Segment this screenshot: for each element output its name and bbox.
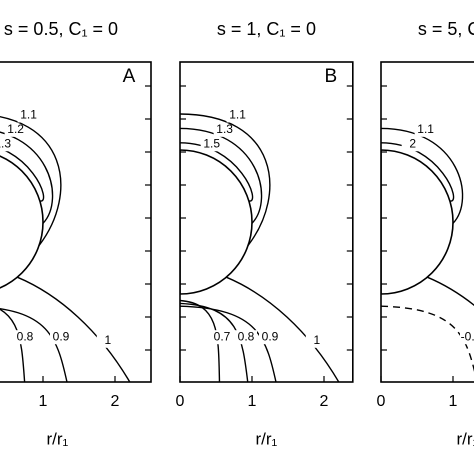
label-bg xyxy=(17,108,40,123)
contour-label: 0.8 xyxy=(238,329,255,343)
frame xyxy=(179,61,354,383)
contour-line xyxy=(180,113,271,246)
x-tick-label: 2 xyxy=(111,393,120,410)
contour-line xyxy=(381,127,464,224)
label-bg xyxy=(200,137,223,152)
panel-title: s = 5, C₁ = 0 xyxy=(418,19,474,39)
label-bg xyxy=(0,137,14,152)
x-tick-label: 0 xyxy=(176,393,185,410)
label-bg xyxy=(235,330,257,345)
x-tick-label: 0 xyxy=(377,393,386,410)
frame xyxy=(0,61,152,383)
panel-letter: B xyxy=(324,66,337,87)
contour-label: 1 xyxy=(313,333,320,347)
frame xyxy=(380,61,474,383)
contour-label: 2 xyxy=(409,136,416,150)
contour-label: -0.5 xyxy=(461,329,474,343)
x-axis-label: r/r₁ xyxy=(457,429,474,448)
label-bg xyxy=(414,122,437,137)
contour-label: 0.9 xyxy=(53,329,70,343)
contour-line xyxy=(427,276,474,307)
sphere xyxy=(0,155,44,289)
contour-line xyxy=(180,299,221,382)
plot-area: 1.31.21.1 1 0.9 0.8 xyxy=(0,108,131,382)
contour-line xyxy=(381,142,455,202)
x-axis-label: r/r₁ xyxy=(47,429,69,448)
label-bg xyxy=(211,330,233,345)
x-tick-label: 1 xyxy=(248,393,257,410)
label-bg xyxy=(226,108,249,123)
panel-title: s = 1, C₁ = 0 xyxy=(217,19,316,39)
contour-line xyxy=(180,305,277,382)
contour-label: 0.7 xyxy=(214,329,231,343)
contour-label: 0.9 xyxy=(262,329,279,343)
contour-label: 1.1 xyxy=(417,122,434,136)
contour-line xyxy=(180,142,254,202)
label-bg xyxy=(14,330,36,345)
contour-label: 0.8 xyxy=(17,329,34,343)
contour-line xyxy=(0,308,68,382)
label-bg xyxy=(96,333,119,348)
x-tick-label: 1 xyxy=(449,393,458,410)
contour-line xyxy=(381,305,474,373)
contour-line xyxy=(0,147,45,202)
panel-title: s = 0.5, C₁ = 0 xyxy=(4,19,118,39)
label-bg xyxy=(213,122,236,137)
contour-line xyxy=(180,302,249,382)
label-bg xyxy=(460,330,474,345)
contour-label: 1.5 xyxy=(203,136,220,150)
contour-line xyxy=(0,131,54,224)
plot-area: 1.51.31.1 1 0.9 0.8 0.7 xyxy=(180,108,340,382)
contour-label: 1.1 xyxy=(20,108,37,122)
contour-line xyxy=(0,116,62,246)
plot-area: 21.11-0.5 xyxy=(381,122,474,373)
panel-letter: A xyxy=(123,66,136,87)
sphere xyxy=(381,149,454,295)
x-tick-label: 2 xyxy=(320,393,329,410)
x-axis-label: r/r₁ xyxy=(256,429,278,448)
x-tick-label: 1 xyxy=(39,393,48,410)
contour-label: 1.3 xyxy=(0,136,11,150)
contour-line xyxy=(180,127,263,224)
contour-label: 1.1 xyxy=(229,108,246,122)
contour-label: 1.3 xyxy=(216,122,233,136)
label-bg xyxy=(50,330,72,345)
contour-line xyxy=(0,308,26,382)
label-bg xyxy=(401,137,424,152)
contour-line xyxy=(226,276,340,382)
label-bg xyxy=(259,330,281,345)
sphere xyxy=(180,149,253,295)
label-bg xyxy=(4,122,27,137)
contour-line xyxy=(17,276,131,382)
contour-label: 1 xyxy=(104,333,111,347)
label-bg xyxy=(305,333,328,348)
contour-label: 1.2 xyxy=(7,122,24,136)
